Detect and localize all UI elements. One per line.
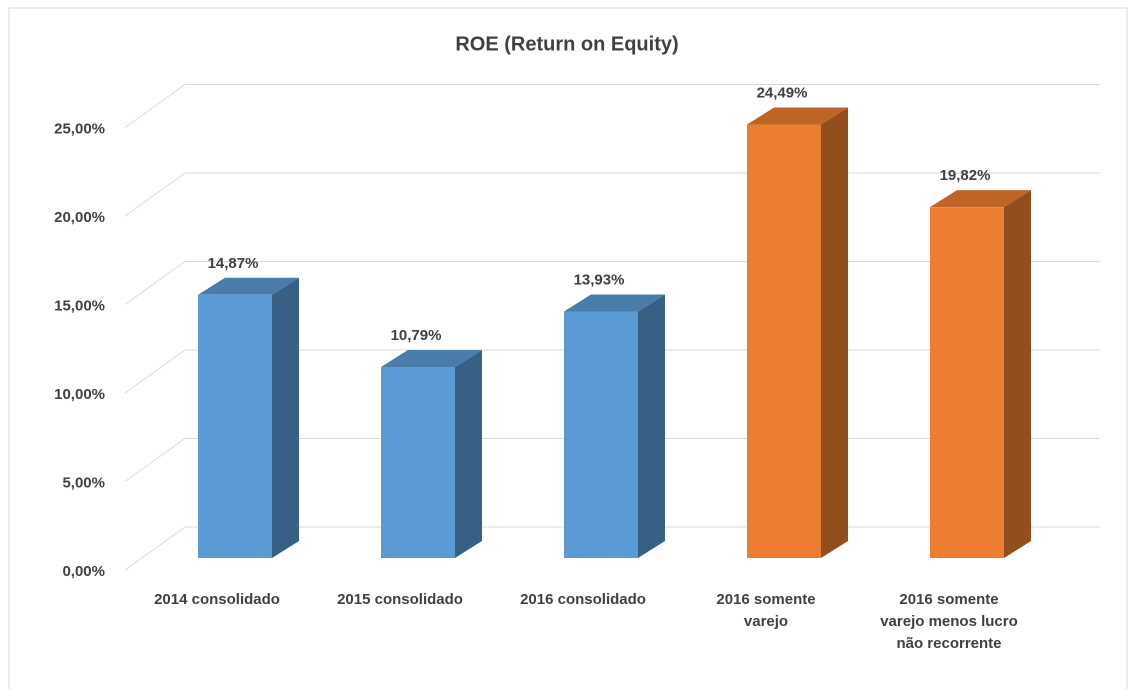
grid-line <box>124 349 186 394</box>
data-label: 10,79% <box>391 327 442 344</box>
data-label: 19,82% <box>940 167 991 184</box>
x-tick-label: 2015 consolidado <box>337 591 463 608</box>
bar <box>930 190 1031 558</box>
bar <box>747 107 848 558</box>
bar <box>198 277 299 558</box>
y-tick-label: 15,00% <box>54 297 105 314</box>
bar-front <box>930 207 1004 558</box>
chart-title: ROE (Return on Equity) <box>455 33 678 55</box>
grid-line <box>124 261 186 305</box>
grid-line <box>124 84 186 128</box>
data-label: 24,49% <box>757 84 808 101</box>
bar-side <box>272 277 299 558</box>
bar-front <box>564 311 638 558</box>
x-tick-label: 2014 consolidado <box>154 591 280 608</box>
grid-line <box>124 526 186 571</box>
y-tick-label: 5,00% <box>62 474 105 491</box>
y-tick-label: 10,00% <box>54 386 105 403</box>
bar-side <box>455 350 482 558</box>
x-tick-label: 2016 somente varejo menos lucro não recorr… <box>880 591 1018 652</box>
bar-side <box>638 294 665 558</box>
y-tick-label: 20,00% <box>54 209 105 226</box>
bar-front <box>747 124 821 558</box>
x-tick-label: 2016 consolidado <box>520 591 646 608</box>
bar-front <box>198 294 272 558</box>
data-label: 14,87% <box>208 255 259 272</box>
y-tick-label: 0,00% <box>62 563 105 580</box>
bar-top <box>930 190 1031 208</box>
grid-line <box>124 438 186 482</box>
bar-top <box>564 294 665 312</box>
grid-line <box>124 172 186 217</box>
data-label: 13,93% <box>574 271 625 288</box>
bar-front <box>381 367 455 558</box>
y-tick-label: 25,00% <box>54 120 105 137</box>
bar-top <box>198 277 299 295</box>
bar <box>381 350 482 558</box>
x-tick-label: 2016 somente varejo <box>716 591 815 630</box>
bar-top <box>381 350 482 368</box>
bar <box>564 294 665 558</box>
bar-side <box>1004 190 1031 558</box>
bar-top <box>747 107 848 125</box>
bar-side <box>821 107 848 558</box>
